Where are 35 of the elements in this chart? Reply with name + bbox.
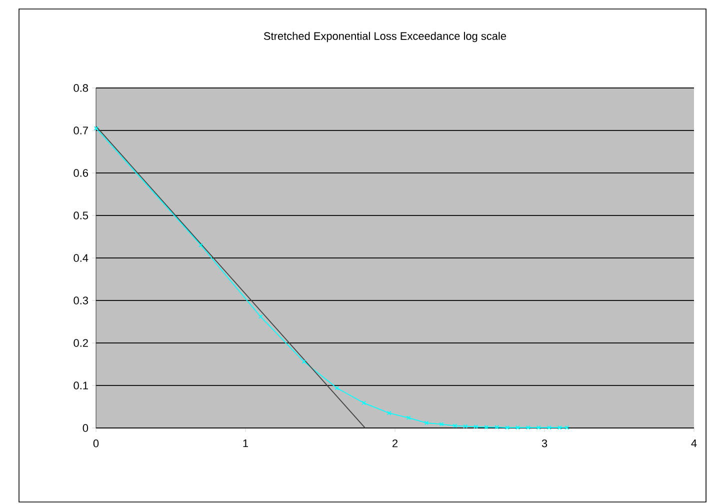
x-tick-label: 0 bbox=[93, 439, 99, 448]
point bbox=[258, 314, 263, 319]
y-tick-label: 0.3 bbox=[74, 296, 88, 304]
x-tick-label: 2 bbox=[392, 439, 398, 448]
point bbox=[386, 410, 392, 416]
point bbox=[515, 425, 520, 430]
chart-title: Stretched Exponential Loss Exceedance log scale bbox=[264, 32, 506, 42]
y-tick-label: 0.4 bbox=[74, 254, 88, 262]
point bbox=[536, 425, 541, 430]
x-tick-label: 1 bbox=[243, 439, 248, 448]
point bbox=[484, 424, 488, 430]
point bbox=[463, 424, 468, 428]
point bbox=[557, 425, 562, 430]
point bbox=[504, 425, 510, 430]
point bbox=[302, 359, 306, 364]
y-tick-label: 0.2 bbox=[74, 339, 88, 347]
point bbox=[546, 425, 552, 430]
point bbox=[334, 386, 339, 390]
point bbox=[406, 416, 411, 420]
y-tick-label: 0.7 bbox=[74, 126, 88, 134]
point bbox=[424, 420, 429, 426]
x-tick-label: 4 bbox=[691, 439, 697, 448]
point bbox=[361, 400, 366, 406]
point bbox=[198, 243, 203, 248]
point bbox=[474, 424, 478, 429]
y-tick-label: 0.6 bbox=[74, 169, 88, 177]
y-tick-label: 0.5 bbox=[74, 212, 88, 220]
x-tick-label: 3 bbox=[542, 439, 548, 448]
y-tick-label: 0 bbox=[82, 424, 88, 432]
y-tick-label: 0.1 bbox=[74, 382, 88, 390]
point bbox=[526, 425, 530, 430]
y-tick-label: 0.8 bbox=[74, 84, 88, 92]
point bbox=[452, 424, 458, 428]
point bbox=[439, 422, 444, 426]
point bbox=[494, 424, 499, 430]
